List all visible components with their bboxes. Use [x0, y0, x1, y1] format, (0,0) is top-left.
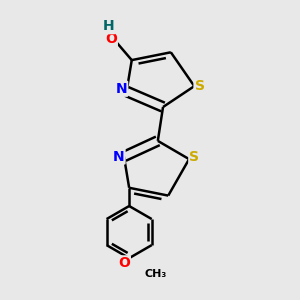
Text: O: O [118, 256, 130, 270]
Text: N: N [113, 149, 124, 164]
Text: N: N [116, 82, 127, 96]
Text: CH₃: CH₃ [145, 269, 167, 279]
Text: O: O [105, 32, 117, 46]
Text: H: H [103, 19, 114, 33]
Text: S: S [189, 149, 199, 164]
Text: S: S [194, 79, 205, 93]
